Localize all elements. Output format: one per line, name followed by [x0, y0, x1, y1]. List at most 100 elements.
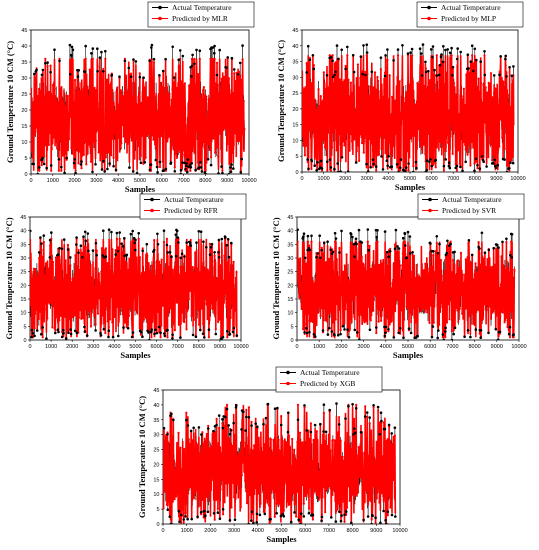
actual-point — [303, 256, 307, 260]
predicted-point — [379, 291, 382, 294]
predicted-point — [88, 68, 91, 71]
predicted-point — [318, 124, 321, 127]
predicted-point — [196, 161, 200, 164]
y-tick-label: 45 — [292, 28, 298, 34]
predicted-point — [448, 318, 451, 321]
predicted-point — [368, 244, 371, 247]
predicted-point — [47, 282, 50, 285]
actual-point — [147, 331, 150, 334]
actual-point — [402, 336, 405, 340]
actual-point — [419, 52, 423, 55]
predicted-point — [486, 302, 489, 306]
predicted-point — [477, 77, 480, 80]
chart-svg-mlr: 0 1000 2000 3000 4000 5000 6000 7000 8000 9000 100… — [5, 1, 257, 194]
predicted-point — [76, 79, 79, 82]
predicted-point — [64, 275, 67, 278]
predicted-point — [134, 288, 137, 291]
actual-point — [401, 236, 405, 240]
actual-point — [505, 75, 508, 78]
actual-point — [178, 520, 181, 524]
actual-point — [359, 55, 363, 58]
actual-point — [128, 166, 131, 169]
predicted-point — [415, 300, 418, 304]
actual-point — [335, 402, 338, 405]
predicted-point — [207, 447, 210, 450]
actual-point — [354, 237, 358, 241]
predicted-point — [308, 244, 311, 247]
actual-point — [228, 432, 232, 436]
legend-label: Actual Temperature — [164, 195, 224, 204]
y-tick-label: 45 — [21, 28, 27, 34]
predicted-point — [434, 161, 437, 165]
predicted-point — [40, 164, 43, 167]
actual-point — [497, 246, 500, 249]
predicted-point — [398, 80, 401, 83]
predicted-point — [404, 286, 407, 289]
predicted-point — [52, 123, 55, 126]
actual-point — [343, 513, 346, 517]
predicted-point — [323, 146, 327, 149]
y-tick-label: 25 — [287, 270, 293, 276]
predicted-point — [212, 305, 215, 308]
actual-point — [409, 51, 412, 54]
actual-point — [94, 329, 97, 332]
predicted-point — [41, 103, 44, 106]
predicted-point — [319, 461, 322, 464]
predicted-point — [419, 145, 422, 148]
predicted-point — [227, 108, 230, 111]
predicted-point — [317, 494, 320, 497]
predicted-point — [211, 110, 214, 113]
actual-point — [306, 234, 310, 238]
actual-point — [100, 50, 103, 54]
actual-point — [339, 519, 343, 523]
predicted-point — [419, 279, 422, 282]
predicted-point — [332, 488, 335, 491]
predicted-point — [108, 98, 111, 101]
actual-point — [396, 48, 400, 51]
predicted-point — [213, 518, 216, 521]
predicted-point — [226, 100, 229, 103]
actual-point — [365, 411, 369, 414]
actual-point — [166, 251, 170, 254]
predicted-point — [240, 458, 243, 461]
predicted-point — [188, 84, 191, 87]
predicted-point — [161, 160, 164, 163]
predicted-point — [207, 298, 210, 301]
predicted-point — [426, 311, 429, 314]
predicted-point — [412, 307, 415, 310]
predicted-point — [236, 463, 239, 466]
predicted-point — [51, 260, 55, 264]
predicted-point — [385, 312, 388, 315]
predicted-point — [77, 162, 80, 165]
predicted-point — [221, 301, 224, 304]
actual-point — [310, 234, 313, 238]
predicted-point — [318, 480, 322, 483]
predicted-point — [78, 284, 82, 287]
actual-point — [137, 231, 140, 235]
predicted-point — [509, 272, 512, 275]
actual-point — [474, 328, 478, 331]
predicted-point — [168, 265, 171, 268]
predicted-point — [122, 135, 125, 138]
actual-point — [498, 73, 501, 77]
predicted-point — [428, 79, 431, 82]
predicted-point — [164, 327, 167, 330]
actual-point — [33, 334, 36, 338]
predicted-point — [386, 514, 389, 517]
actual-point — [205, 246, 208, 249]
predicted-point — [462, 87, 465, 90]
actual-point — [390, 513, 394, 517]
predicted-point — [168, 298, 171, 301]
predicted-point — [69, 264, 72, 267]
predicted-point — [75, 147, 78, 150]
predicted-point — [421, 134, 424, 137]
predicted-point — [353, 109, 357, 112]
actual-point — [242, 410, 245, 414]
actual-point — [375, 326, 378, 329]
predicted-point — [434, 166, 437, 169]
actual-point — [83, 330, 87, 333]
actual-point — [213, 251, 216, 254]
predicted-point — [174, 279, 177, 282]
predicted-point — [44, 299, 47, 302]
predicted-point — [173, 296, 176, 299]
